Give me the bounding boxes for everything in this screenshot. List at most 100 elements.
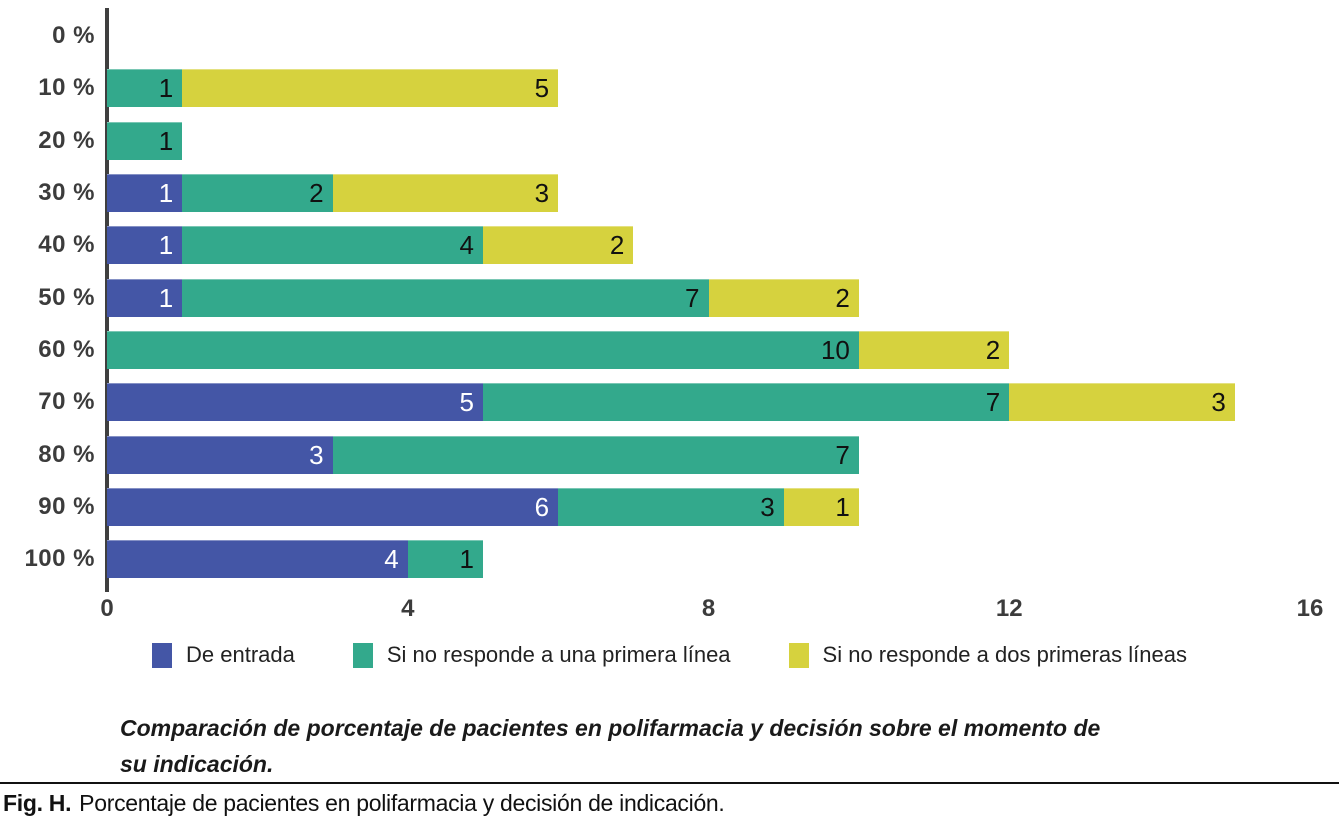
y-axis-label: 100 %: [24, 545, 95, 573]
bar-segment: 7: [482, 383, 1010, 422]
legend-item: Si no responde a una primera línea: [352, 642, 731, 668]
legend-label: Si no responde a dos primeras líneas: [822, 642, 1187, 668]
x-axis: 0 4 8 12 16: [0, 589, 1339, 627]
chart-row: 10 % 1 5: [0, 62, 1339, 114]
bar-segment: 1: [107, 121, 183, 160]
figure-note-label: Fig. H.: [3, 790, 72, 816]
legend-item: De entrada: [152, 642, 295, 668]
bar-value-label: 5: [459, 387, 474, 418]
bar-value-label: 4: [459, 230, 474, 261]
bar-segment: 5: [182, 69, 559, 108]
bar-track: 1: [107, 121, 1310, 160]
bar-segment: 1: [107, 278, 183, 317]
chart-caption: Comparación de porcentaje de pacientes e…: [120, 715, 1101, 777]
bar-segment: 2: [708, 278, 859, 317]
bar-value-label: 1: [835, 491, 850, 522]
bar-value-label: 6: [534, 491, 550, 522]
bar-value-label: 2: [985, 334, 1001, 365]
bar-value-label: 1: [158, 178, 174, 209]
bar-value-label: 2: [835, 282, 850, 313]
x-axis-tick-label: 16: [1296, 595, 1324, 623]
chart-row: 90 % 6 3 1: [0, 481, 1339, 533]
bar-track: 10 2: [107, 330, 1310, 369]
chart-row: 0 %: [0, 10, 1339, 62]
bar-segment: 5: [107, 383, 483, 422]
chart-row: 80 % 3 7: [0, 428, 1339, 480]
bar-value-label: 4: [384, 544, 399, 575]
bar-value-label: 1: [158, 282, 174, 313]
y-axis-label: 10 %: [38, 74, 95, 102]
legend-swatch: [788, 642, 809, 668]
y-axis-label: 30 %: [38, 179, 95, 207]
y-axis-label: 0 %: [52, 22, 95, 50]
x-axis-tick-label: 8: [701, 595, 716, 623]
figure-note: Fig. H. Porcentaje de pacientes en polifa…: [3, 790, 725, 817]
legend-item: Si no responde a dos primeras líneas: [788, 642, 1187, 668]
figure-note-text: Porcentaje de pacientes en polifarmacia …: [79, 790, 725, 816]
y-axis-label: 50 %: [38, 283, 95, 311]
legend-label: Si no responde a una primera línea: [386, 642, 731, 668]
bar-track: 6 3 1: [107, 487, 1310, 526]
bar-value-label: 1: [158, 73, 174, 104]
chart-row: 40 % 1 4 2: [0, 219, 1339, 271]
x-axis-tick-label: 0: [100, 595, 114, 623]
bar-value-label: 3: [760, 491, 775, 522]
y-axis-label: 20 %: [38, 126, 95, 154]
bar-value-label: 1: [459, 544, 474, 575]
x-axis-tick-label: 4: [401, 595, 415, 623]
bar-segment: 1: [107, 69, 183, 108]
chart-legend: De entrada Si no responde a una primera l…: [0, 637, 1339, 673]
chart-row: 70 % 5 7 3: [0, 376, 1339, 428]
chart-row: 30 % 1 2 3: [0, 167, 1339, 219]
bar-track: 1 7 2: [107, 278, 1310, 317]
legend-swatch: [352, 642, 373, 668]
bar-segment: 2: [482, 226, 634, 265]
y-axis-label: 70 %: [38, 388, 95, 416]
figure-divider: [0, 782, 1339, 784]
bar-value-label: 5: [534, 73, 550, 104]
bar-value-label: 2: [609, 230, 625, 261]
legend-label: De entrada: [186, 642, 295, 668]
bar-segment: 7: [332, 435, 859, 474]
bar-segment: 2: [182, 174, 333, 213]
bar-segment: 10: [107, 330, 859, 369]
bar-segment: 3: [1009, 383, 1235, 422]
bar-value-label: 3: [534, 178, 550, 209]
bar-segment: 1: [783, 487, 859, 526]
y-axis-label: 60 %: [38, 335, 95, 363]
y-axis-label: 80 %: [38, 440, 95, 468]
bar-segment: 3: [558, 487, 784, 526]
bar-segment: 3: [107, 435, 333, 474]
chart-row: 50 % 1 7 2: [0, 271, 1339, 323]
x-axis-tick-label: 12: [995, 595, 1023, 623]
bar-value-label: 1: [158, 125, 174, 156]
bar-segment: 1: [107, 226, 183, 265]
bar-segment: 1: [107, 174, 183, 213]
stacked-bar-chart: 0 % 10 % 1 5 20 % 1 30 % 1 2 3 40 % 1 4 2 50 % 1 7 2 60 % 1…: [0, 8, 1339, 627]
bar-segment: 4: [182, 226, 483, 265]
y-axis-label: 90 %: [38, 492, 95, 520]
bar-value-label: 3: [1211, 387, 1226, 418]
bar-segment: 6: [107, 487, 559, 526]
bar-value-label: 2: [309, 178, 324, 209]
y-axis-label: 40 %: [38, 231, 95, 259]
bar-value-label: 7: [985, 387, 1001, 418]
bar-value-label: 3: [309, 439, 324, 470]
bar-track: 5 7 3: [107, 383, 1310, 422]
bar-value-label: 7: [835, 439, 850, 470]
chart-row: 60 % 10 2: [0, 324, 1339, 376]
bar-track: [107, 17, 1310, 55]
bar-value-label: 10: [820, 334, 850, 365]
bar-segment: 4: [107, 540, 408, 579]
chart-rows: 0 % 10 % 1 5 20 % 1 30 % 1 2 3 40 % 1 4 2 50 % 1 7 2 60 % 1…: [0, 10, 1339, 585]
bar-segment: 1: [407, 540, 483, 579]
bar-segment: 7: [182, 278, 709, 317]
legend-swatch: [152, 642, 173, 668]
bar-value-label: 7: [685, 282, 700, 313]
bar-track: 1 4 2: [107, 226, 1310, 265]
bar-value-label: 1: [158, 230, 174, 261]
